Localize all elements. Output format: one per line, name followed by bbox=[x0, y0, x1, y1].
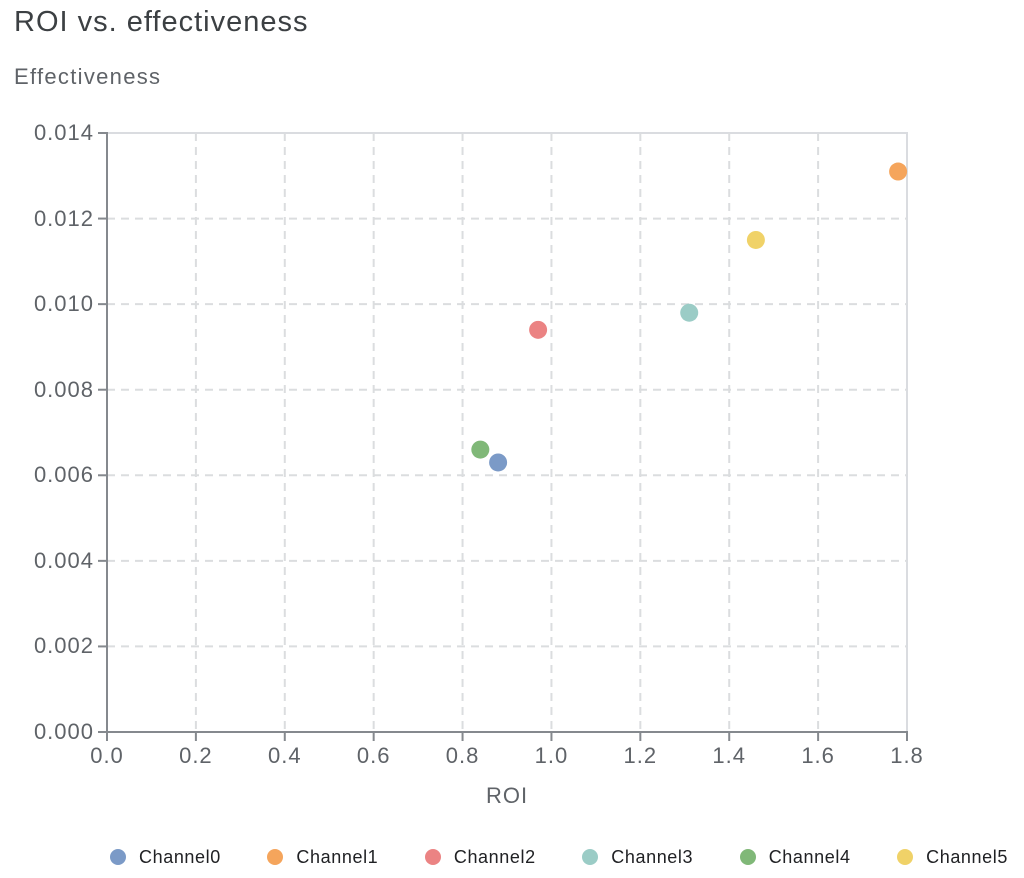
x-tick-label: 1.4 bbox=[712, 743, 747, 768]
x-tick-label: 0.4 bbox=[267, 743, 302, 768]
legend-item-channel3[interactable]: Channel3 bbox=[582, 847, 693, 868]
legend-label: Channel1 bbox=[296, 846, 379, 867]
y-tick-label: 0.006 bbox=[33, 462, 94, 488]
legend-label: Channel3 bbox=[611, 846, 694, 867]
x-tick-label: 1.8 bbox=[890, 743, 924, 768]
y-tick-label: 0.012 bbox=[33, 205, 94, 231]
y-tick-label: 0.004 bbox=[33, 547, 94, 573]
data-point-channel0[interactable] bbox=[489, 453, 508, 472]
y-tick-label: 0.002 bbox=[33, 633, 94, 659]
legend-item-channel0[interactable]: Channel0 bbox=[110, 847, 221, 868]
legend-item-channel5[interactable]: Channel5 bbox=[897, 847, 1008, 868]
legend-item-channel1[interactable]: Channel1 bbox=[267, 847, 378, 868]
y-tick-label: 0.000 bbox=[33, 719, 94, 744]
x-tick-label: 0.8 bbox=[445, 743, 480, 768]
data-point-channel2[interactable] bbox=[529, 320, 548, 339]
y-tick-label: 0.010 bbox=[33, 291, 94, 317]
legend-marker-icon bbox=[897, 849, 914, 865]
y-tick-label: 0.014 bbox=[33, 120, 94, 145]
legend-label: Channel4 bbox=[768, 846, 851, 867]
y-tick-label: 0.008 bbox=[33, 376, 94, 402]
x-tick-label: 0.6 bbox=[356, 743, 391, 768]
legend-marker-icon bbox=[110, 849, 126, 865]
x-tick-label: 0.0 bbox=[90, 743, 124, 768]
legend-item-channel2[interactable]: Channel2 bbox=[424, 846, 536, 868]
legend-label: Channel5 bbox=[926, 846, 1008, 867]
plot-border bbox=[107, 132, 908, 732]
legend-marker-icon bbox=[582, 849, 599, 865]
data-point-channel4[interactable] bbox=[471, 440, 490, 459]
data-point-channel3[interactable] bbox=[680, 303, 699, 322]
legend-label: Channel2 bbox=[453, 846, 536, 867]
legend-marker-icon bbox=[267, 849, 284, 865]
x-tick-label: 0.2 bbox=[179, 743, 213, 768]
y-axis-title: Effectiveness bbox=[14, 64, 162, 89]
legend-marker-icon bbox=[424, 849, 441, 865]
x-tick-label: 1.0 bbox=[534, 743, 569, 768]
legend-marker-icon bbox=[739, 849, 756, 865]
legend-item-channel4[interactable]: Channel4 bbox=[739, 846, 851, 868]
data-point-channel1[interactable] bbox=[889, 162, 908, 181]
legend: Channel0 Channel1 Channel2 Channel3 Channel4… bbox=[110, 846, 1008, 868]
data-point-channel5[interactable] bbox=[746, 230, 765, 249]
legend-label: Channel0 bbox=[139, 846, 221, 867]
x-tick-label: 1.6 bbox=[801, 743, 835, 768]
x-tick-label: 1.2 bbox=[623, 743, 658, 768]
chart-title: ROI vs. effectiveness bbox=[14, 6, 309, 38]
x-axis-title: ROI bbox=[485, 783, 529, 808]
